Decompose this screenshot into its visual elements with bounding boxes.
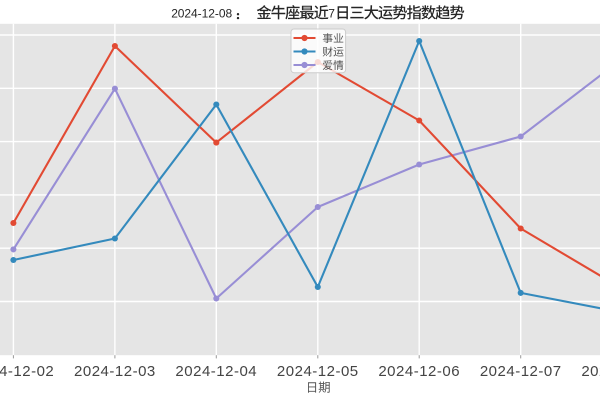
svg-text:2024-12-07: 2024-12-07 <box>480 363 562 380</box>
svg-text:2024-12-05: 2024-12-05 <box>277 363 359 380</box>
svg-text:2024-12-03: 2024-12-03 <box>74 363 156 380</box>
svg-text:2024-12-02: 2024-12-02 <box>0 363 54 380</box>
svg-text:2024-12-08: 2024-12-08 <box>171 7 232 21</box>
svg-text:2024-12-08: 2024-12-08 <box>581 363 600 380</box>
svg-text:7: 7 <box>328 7 335 21</box>
svg-text:2024-12-06: 2024-12-06 <box>378 363 460 380</box>
svg-text:2024-12-04: 2024-12-04 <box>175 363 257 380</box>
